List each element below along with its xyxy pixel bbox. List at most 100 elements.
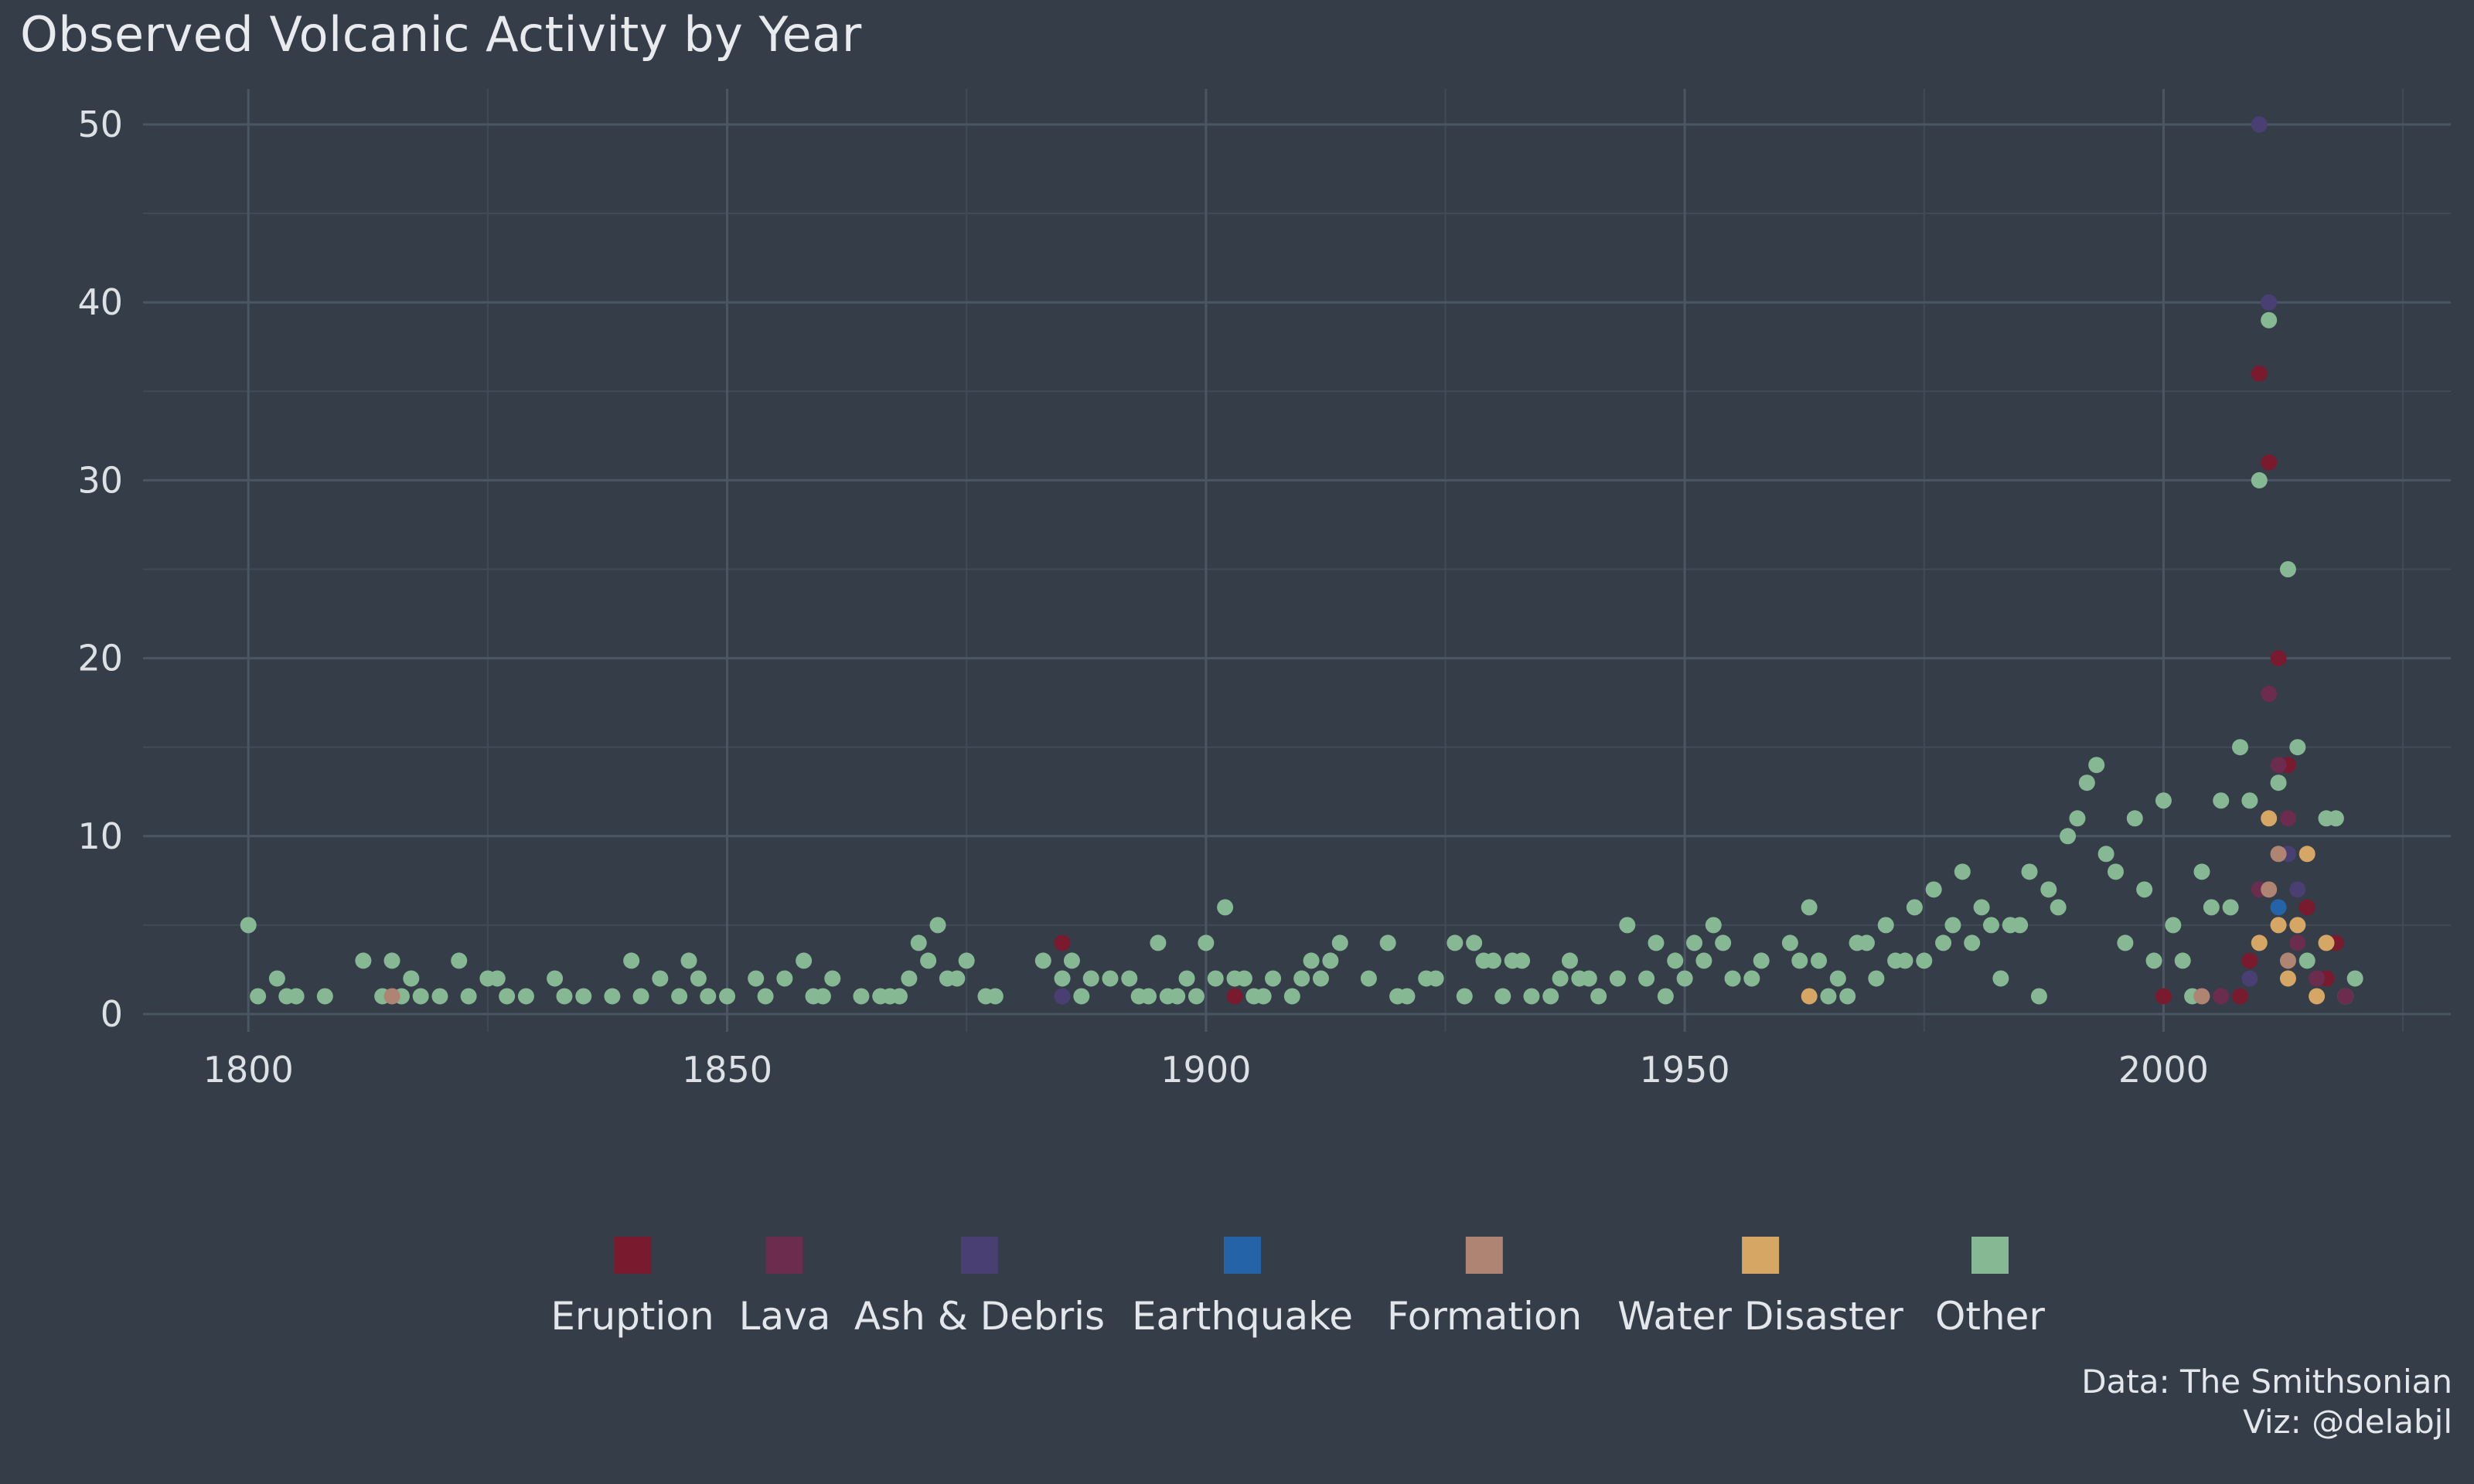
point-other — [2050, 899, 2067, 916]
point-other — [2251, 471, 2268, 488]
point-other — [1322, 952, 1339, 969]
point-other — [2145, 952, 2162, 969]
point-lava — [2309, 970, 2326, 987]
legend-item-formation: Formation — [1387, 1237, 1582, 1339]
point-other — [1217, 899, 1234, 916]
scatter-plot: 0 10 20 30 40 50 1800 1850 1900 1950 2000 — [77, 89, 2451, 1091]
point-other — [1034, 952, 1051, 969]
point-other — [250, 988, 267, 1005]
point-other — [1781, 934, 1798, 951]
point-formation — [2193, 988, 2210, 1005]
legend-label: Lava — [738, 1294, 831, 1339]
point-other — [1561, 952, 1578, 969]
legend-swatch — [765, 1237, 803, 1274]
point-other — [814, 988, 831, 1005]
point-water-disaster — [1801, 988, 1818, 1005]
point-other — [2060, 828, 2077, 845]
point-other — [2107, 863, 2124, 880]
point-formation — [2270, 846, 2287, 863]
y-tick-label: 30 — [77, 459, 123, 501]
point-other — [2289, 739, 2306, 756]
point-other — [1973, 899, 1990, 916]
point-other — [949, 970, 966, 987]
point-other — [690, 970, 707, 987]
y-tick-label: 40 — [77, 281, 123, 323]
point-ash-debris — [1054, 988, 1071, 1005]
point-other — [2021, 863, 2038, 880]
point-other — [460, 988, 477, 1005]
point-other — [499, 988, 516, 1005]
point-other — [2174, 952, 2191, 969]
point-eruption — [2155, 988, 2172, 1005]
point-other — [1150, 934, 1167, 951]
point-eruption — [2299, 899, 2316, 916]
y-axis-tick-labels: 0 10 20 30 40 50 — [77, 104, 123, 1035]
legend-label: Earthquake — [1131, 1294, 1354, 1339]
point-other — [987, 988, 1004, 1005]
point-other — [489, 970, 506, 987]
legend: Eruption Lava Ash & Debris Earthquake Format… — [0, 1237, 2474, 1353]
point-other — [1877, 917, 1894, 934]
point-eruption — [2251, 365, 2268, 382]
point-other — [1935, 934, 1952, 951]
point-other — [1638, 970, 1655, 987]
point-other — [1619, 917, 1636, 934]
point-other — [2213, 792, 2230, 809]
point-other — [1839, 988, 1856, 1005]
point-other — [1858, 934, 1875, 951]
point-other — [1140, 988, 1157, 1005]
point-other — [1255, 988, 1272, 1005]
point-water-disaster — [2251, 934, 2268, 951]
point-other — [1820, 988, 1837, 1005]
point-other — [383, 952, 400, 969]
point-other — [958, 952, 975, 969]
point-earthquake — [2270, 899, 2287, 916]
point-formation — [2279, 952, 2296, 969]
point-other — [1178, 970, 1195, 987]
point-other — [920, 952, 937, 969]
point-other — [1648, 934, 1665, 951]
point-other — [2030, 988, 2047, 1005]
legend-swatch — [1466, 1237, 1503, 1274]
point-other — [1868, 970, 1885, 987]
legend-label: Ash & Debris — [854, 1294, 1106, 1339]
point-other — [1724, 970, 1741, 987]
point-other — [2270, 774, 2287, 791]
point-water-disaster — [2318, 934, 2335, 951]
point-lava — [2279, 810, 2296, 827]
point-other — [632, 988, 649, 1005]
point-other — [431, 988, 448, 1005]
legend-label: Other — [1935, 1294, 2045, 1339]
legend-item-other: Other — [1935, 1237, 2045, 1339]
point-other — [1198, 934, 1215, 951]
point-other — [1312, 970, 1329, 987]
x-tick-label: 1950 — [1640, 1049, 1730, 1091]
point-other — [1331, 934, 1348, 951]
point-other — [1580, 970, 1597, 987]
point-other — [1514, 952, 1531, 969]
point-other — [2193, 863, 2210, 880]
legend-item-water-disaster: Water Disaster — [1617, 1237, 1903, 1339]
point-other — [1466, 934, 1483, 951]
point-other — [1360, 970, 1377, 987]
legend-item-ash-debris: Ash & Debris — [854, 1237, 1105, 1339]
point-eruption — [2270, 650, 2287, 667]
point-other — [316, 988, 333, 1005]
point-formation — [383, 988, 400, 1005]
point-other — [719, 988, 736, 1005]
legend-item-lava: Lava — [738, 1237, 831, 1339]
point-ash-debris — [2289, 881, 2306, 898]
x-tick-label: 2000 — [2118, 1049, 2209, 1091]
point-eruption — [1226, 988, 1243, 1005]
point-other — [901, 970, 918, 987]
point-other — [2155, 792, 2172, 809]
x-tick-label: 1850 — [682, 1049, 772, 1091]
point-other — [2346, 970, 2363, 987]
point-other — [2261, 311, 2278, 328]
point-other — [1102, 970, 1119, 987]
legend-item-eruption: Eruption — [550, 1237, 714, 1339]
point-other — [1676, 970, 1693, 987]
point-other — [1964, 934, 1981, 951]
grid-major-lines — [143, 89, 2451, 1032]
point-lava — [2289, 934, 2306, 951]
